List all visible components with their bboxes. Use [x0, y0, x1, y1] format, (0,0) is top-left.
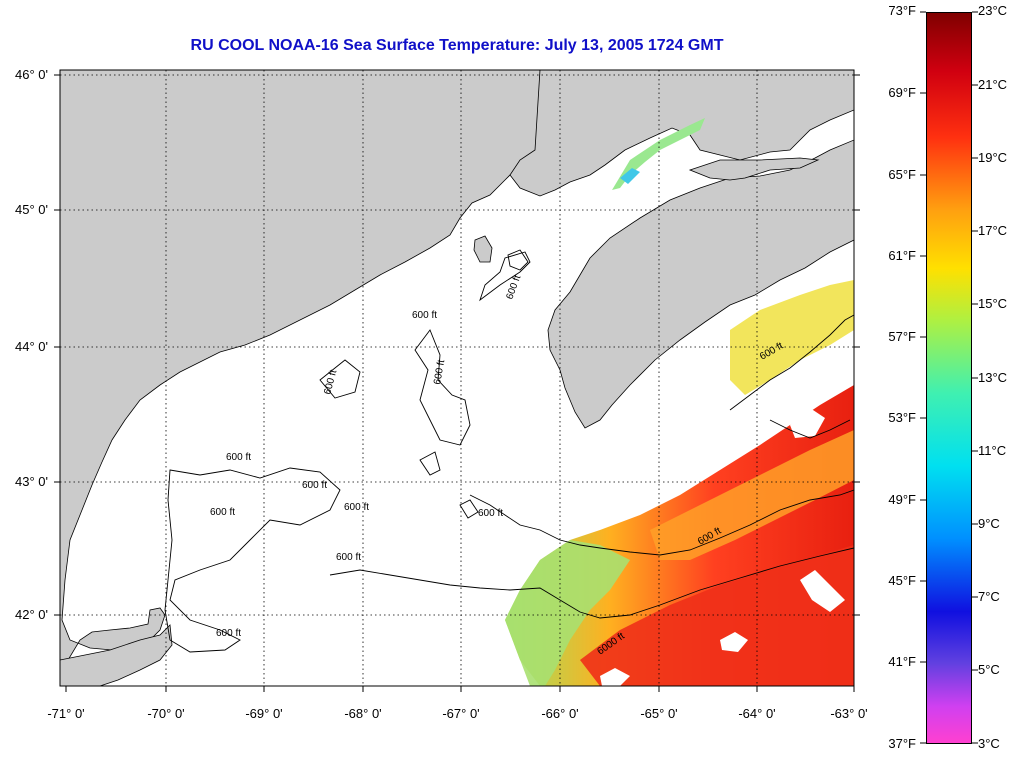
colorbar-f-label: 69°F	[888, 85, 916, 100]
contour-label: 600 ft	[216, 628, 241, 639]
colorbar-c-label: 9°C	[978, 516, 1000, 531]
colorbar-c-label: 3°C	[978, 736, 1000, 751]
colorbar-c-label: 13°C	[978, 370, 1008, 385]
colorbar-c-label: 7°C	[978, 589, 1000, 604]
longitude-label: -64° 0'	[738, 706, 776, 721]
contour-600ft	[414, 329, 471, 446]
sst-patch-fundy	[612, 118, 705, 190]
colorbar-c-label: 11°C	[978, 443, 1007, 458]
map-title: RU COOL NOAA-16 Sea Surface Temperature:…	[190, 37, 724, 54]
colorbar-f-label: 37°F	[888, 736, 916, 751]
contour-600ft	[459, 499, 479, 519]
colorbar-f-label: 65°F	[888, 167, 916, 182]
colorbar-f-label: 41°F	[888, 654, 916, 669]
colorbar-c-label: 21°C	[978, 77, 1008, 92]
colorbar-c-label: 19°C	[978, 150, 1008, 165]
colorbar-f-label: 57°F	[888, 329, 916, 344]
latitude-label: 45° 0'	[15, 202, 48, 217]
cloud-hole	[720, 632, 748, 652]
sst-field-yellow-band	[730, 280, 854, 395]
longitude-label: -70° 0'	[147, 706, 185, 721]
longitude-label: -69° 0'	[245, 706, 283, 721]
latitude-label: 43° 0'	[15, 474, 48, 489]
longitude-label: -71° 0'	[47, 706, 85, 721]
colorbar-c-label: 5°C	[978, 662, 1000, 677]
colorbar-c-label: 15°C	[978, 296, 1008, 311]
latitude-label: 42° 0'	[15, 607, 48, 622]
cloud-hole	[600, 668, 630, 686]
colorbar-f-label: 61°F	[888, 248, 916, 263]
colorbar-f-label: 49°F	[888, 492, 916, 507]
longitude-label: -67° 0'	[442, 706, 480, 721]
contour-600ft-ns	[729, 314, 854, 411]
land-maine-new-england	[60, 70, 541, 686]
contour-label: 600 ft	[478, 508, 503, 519]
colorbar-c-label: 23°C	[978, 3, 1008, 18]
bathymetry-contours	[164, 249, 854, 653]
land-new-brunswick	[509, 70, 854, 197]
cloud-hole	[790, 408, 825, 438]
sst-field-green-band	[505, 540, 630, 686]
latitude-label: 44° 0'	[15, 339, 48, 354]
contour-label: 600 ft	[412, 310, 437, 321]
contour-label: 600 ft	[302, 480, 327, 491]
land-pei-peninsula	[688, 157, 820, 181]
colorbar-f-label: 45°F	[888, 573, 916, 588]
contour-600ft	[319, 359, 361, 399]
contour-label: 600 ft	[344, 502, 369, 513]
contour-600ft	[419, 451, 441, 476]
colorbar	[926, 12, 972, 744]
contour-label: 600 ft	[210, 507, 235, 518]
colorbar-c-label: 17°C	[978, 223, 1008, 238]
contour-600ft	[507, 249, 529, 271]
sst-field-orange-band	[650, 430, 854, 560]
colorbar-ticks	[920, 11, 978, 744]
sst-field-red-core	[580, 545, 854, 686]
sst-patch-fundy-blue	[620, 168, 640, 184]
graticule	[60, 70, 854, 686]
contour-label: 600 ft	[336, 552, 361, 563]
longitude-label: -68° 0'	[344, 706, 382, 721]
colorbar-f-label: 53°F	[888, 410, 916, 425]
contour-6000ft	[329, 547, 854, 619]
contour-600ft	[479, 251, 531, 302]
land-cape-cod	[60, 624, 173, 686]
contour-600ft-ns2	[769, 419, 851, 439]
contour-label: 600 ft	[226, 452, 251, 463]
longitude-label: -65° 0'	[640, 706, 678, 721]
latitude-label: 46° 0'	[15, 67, 48, 82]
longitude-label: -63° 0'	[830, 706, 868, 721]
cloud-hole	[800, 570, 845, 612]
contour-label: 600 ft	[432, 359, 447, 386]
colorbar-f-label: 73°F	[888, 3, 916, 18]
contour-600ft-shelf	[469, 489, 854, 556]
land-grand-manan	[473, 235, 493, 263]
map-frame	[59, 69, 855, 687]
axis-ticks	[54, 74, 860, 692]
longitude-label: -66° 0'	[541, 706, 579, 721]
